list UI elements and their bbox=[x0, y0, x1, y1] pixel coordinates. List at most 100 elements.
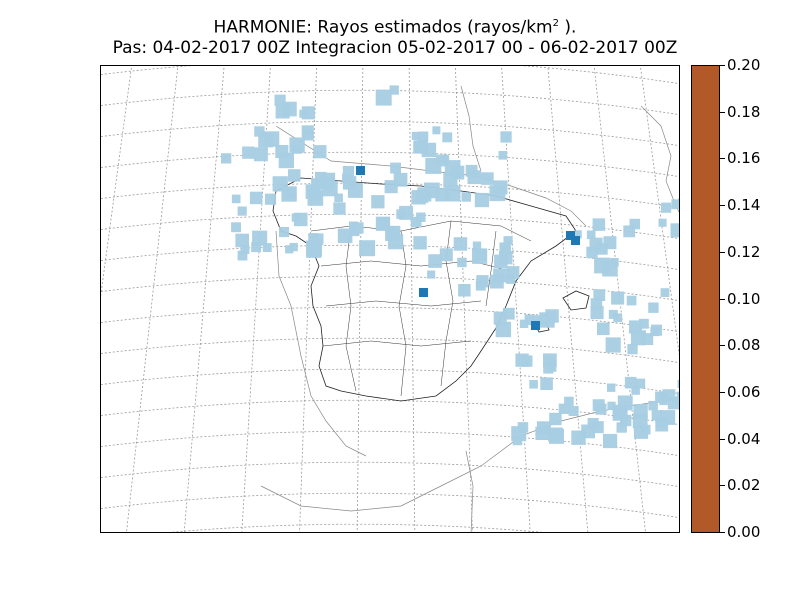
lightning-cell bbox=[411, 190, 426, 205]
meridian-line bbox=[299, 66, 318, 532]
lightning-cell bbox=[679, 380, 680, 394]
meridian-line bbox=[408, 66, 416, 532]
lightning-cell bbox=[630, 330, 646, 346]
lightning-cell bbox=[650, 327, 660, 337]
lightning-cell bbox=[458, 284, 471, 297]
parallel-line bbox=[101, 337, 679, 363]
lightning-cell bbox=[549, 412, 562, 426]
lightning-cell bbox=[592, 218, 606, 231]
lightning-cell bbox=[603, 236, 617, 250]
lightning-cell bbox=[251, 242, 262, 253]
lightning-cell bbox=[594, 257, 610, 274]
chart-title-line1: HARMONIE: Rayos estimados (rayos/km2 ). bbox=[0, 13, 790, 39]
lightning-cell bbox=[586, 246, 598, 259]
lightning-density-cells bbox=[221, 85, 680, 449]
tick-mark bbox=[720, 345, 725, 347]
tick-mark bbox=[720, 158, 725, 160]
lightning-cell bbox=[399, 205, 414, 220]
tick-label: 0.20 bbox=[727, 56, 761, 74]
lightning-cell bbox=[676, 391, 679, 405]
lightning-cell bbox=[632, 413, 648, 429]
lightning-cell bbox=[418, 131, 429, 142]
tick-mark bbox=[720, 298, 725, 300]
title-text: HARMONIE: Rayos estimados (rayos/km bbox=[213, 17, 553, 38]
lightning-cell bbox=[359, 240, 376, 257]
lightning-cell bbox=[534, 315, 544, 325]
lightning-cell bbox=[342, 176, 357, 190]
tick-mark bbox=[720, 65, 725, 66]
province-border bbox=[398, 230, 407, 397]
lightning-cell bbox=[495, 321, 512, 338]
lightning-cell bbox=[453, 237, 468, 251]
lightning-cell bbox=[272, 176, 288, 192]
map-panel bbox=[100, 65, 680, 533]
province-border bbox=[440, 220, 454, 387]
province-border bbox=[485, 230, 497, 307]
lightning-cell bbox=[529, 380, 538, 389]
lightning-cell bbox=[489, 274, 504, 289]
lightning-cell bbox=[457, 257, 467, 268]
meridian-line bbox=[639, 66, 679, 356]
parallel-line bbox=[101, 120, 679, 146]
lightning-cell bbox=[498, 151, 508, 160]
lightning-cell bbox=[311, 178, 322, 190]
tick-mark bbox=[720, 391, 725, 393]
chart-subtitle: Pas: 04-02-2017 00Z Integracion 05-02-20… bbox=[112, 38, 678, 58]
coastline bbox=[275, 230, 367, 457]
province-border bbox=[310, 220, 532, 242]
lightning-cell bbox=[607, 401, 616, 410]
lightning-cell bbox=[671, 199, 679, 210]
lightning-cell bbox=[320, 172, 336, 188]
lightning-cell-high bbox=[531, 321, 540, 330]
tick-label: 0.12 bbox=[727, 242, 761, 261]
lightning-cell-high bbox=[356, 166, 365, 175]
lightning-cell bbox=[500, 131, 512, 143]
lightning-cell bbox=[421, 142, 437, 158]
island-outline bbox=[562, 290, 590, 311]
lightning-cell bbox=[231, 194, 241, 204]
lightning-cell bbox=[289, 137, 305, 153]
lightning-cell bbox=[603, 433, 618, 449]
lightning-cell bbox=[285, 245, 294, 254]
title-text-end: ). bbox=[559, 17, 577, 38]
meridian-line bbox=[126, 66, 179, 532]
lightning-cell bbox=[235, 233, 249, 248]
lightning-cell bbox=[393, 172, 408, 187]
lightning-cell bbox=[288, 169, 301, 182]
lightning-cell bbox=[670, 223, 679, 238]
lightning-cell bbox=[611, 291, 625, 305]
lightning-cell bbox=[607, 383, 616, 392]
lightning-cell bbox=[390, 162, 401, 174]
lightning-cell bbox=[595, 403, 607, 415]
lightning-cell bbox=[231, 222, 241, 233]
lightning-cell bbox=[494, 254, 508, 269]
lightning-cell bbox=[571, 430, 586, 445]
lightning-cell bbox=[313, 145, 327, 159]
lightning-cell bbox=[337, 228, 353, 244]
lightning-cell bbox=[596, 243, 608, 255]
map-canvas bbox=[101, 66, 680, 532]
lightning-cell bbox=[597, 322, 610, 336]
lightning-cell bbox=[432, 126, 441, 135]
parallel-line bbox=[101, 66, 679, 84]
lightning-cell bbox=[254, 126, 265, 137]
lightning-cell bbox=[428, 254, 442, 268]
lightning-cell bbox=[342, 166, 354, 178]
coastline-and-borders bbox=[260, 85, 679, 532]
lightning-cell bbox=[501, 245, 511, 256]
lightning-cell bbox=[427, 270, 436, 279]
lightning-cell bbox=[389, 85, 399, 95]
parallel-line bbox=[170, 523, 544, 532]
lightning-cell bbox=[627, 344, 638, 355]
tick-mark bbox=[720, 485, 725, 487]
lightning-cell bbox=[352, 222, 364, 234]
lightning-cell bbox=[263, 131, 280, 147]
lightning-cell bbox=[629, 218, 640, 230]
graticule-lines bbox=[101, 66, 679, 532]
lightning-cell bbox=[667, 396, 679, 410]
lightning-cell bbox=[416, 212, 426, 222]
lightning-cell bbox=[524, 314, 536, 326]
lightning-cell bbox=[612, 404, 626, 418]
lightning-cell bbox=[413, 236, 427, 250]
province-border bbox=[325, 300, 482, 307]
